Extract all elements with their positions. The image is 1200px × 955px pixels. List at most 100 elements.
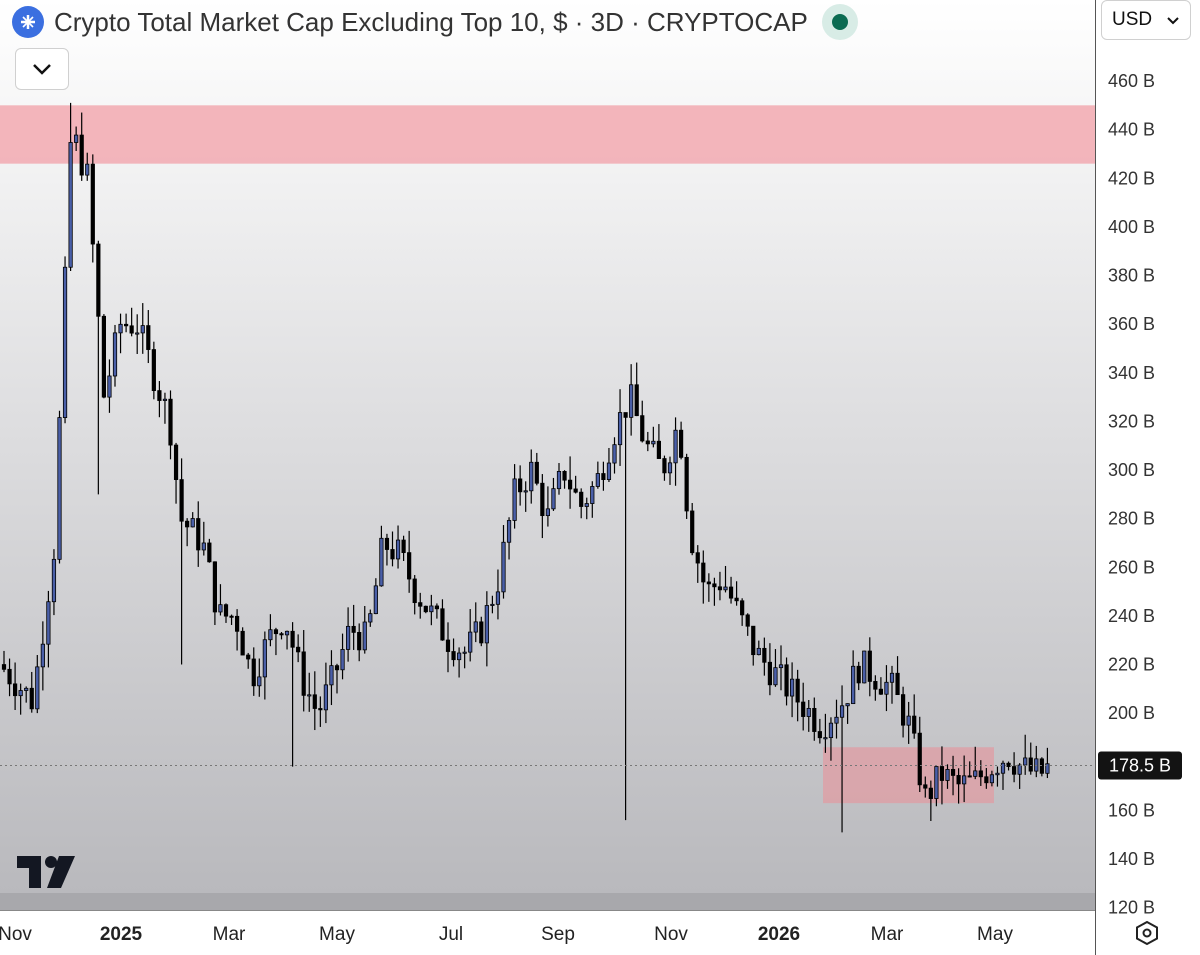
market-status-indicator[interactable]: [821, 4, 858, 40]
candle: [251, 647, 256, 696]
candle: [912, 694, 917, 739]
candle: [895, 656, 900, 696]
candle-body: [690, 510, 695, 554]
candle: [301, 630, 306, 712]
candle: [124, 313, 129, 333]
candle: [806, 700, 811, 732]
candle: [962, 755, 967, 803]
candle: [96, 240, 101, 495]
candle: [362, 605, 367, 654]
candle-body: [484, 605, 489, 644]
currency-selector[interactable]: USD: [1101, 0, 1191, 40]
candle: [717, 571, 723, 601]
candle: [568, 456, 573, 509]
candle-body: [745, 614, 750, 627]
candle: [212, 561, 217, 626]
candle-body: [157, 390, 162, 401]
candle-body: [684, 456, 689, 512]
candle-body: [390, 549, 395, 560]
candle-body: [662, 458, 667, 474]
y-tick-label: 320 B: [1108, 411, 1155, 431]
candle-body: [873, 681, 878, 690]
candle-body: [795, 678, 800, 703]
candle-body: [85, 163, 90, 176]
candle-body: [118, 323, 123, 334]
candle-body: [140, 325, 145, 334]
candle: [1012, 752, 1017, 783]
collapse-legend-button[interactable]: [15, 48, 69, 90]
candle: [851, 650, 856, 705]
candle: [318, 696, 323, 727]
candle-body: [901, 694, 906, 726]
candle: [889, 665, 895, 704]
x-tick-label: May: [319, 924, 355, 945]
x-tick-label: 2025: [100, 924, 143, 945]
candle: [845, 703, 850, 724]
candle-body: [201, 542, 206, 551]
candle: [429, 594, 434, 626]
candle: [35, 655, 40, 714]
candle: [512, 464, 517, 529]
candle-body: [1023, 757, 1028, 766]
y-tick-label: 420 B: [1108, 168, 1155, 188]
candle: [46, 590, 51, 668]
candle-body: [451, 651, 456, 661]
candle-body: [656, 440, 662, 459]
candle: [273, 627, 279, 656]
candle-body: [151, 349, 156, 392]
candle-body: [173, 444, 179, 480]
candle: [12, 662, 18, 711]
candle-body: [989, 774, 995, 784]
candle: [112, 324, 118, 387]
candle: [856, 661, 861, 691]
tradingview-logo[interactable]: [17, 856, 75, 893]
y-tick-label: 440 B: [1108, 120, 1155, 140]
candle: [1006, 761, 1011, 771]
candle: [146, 310, 151, 364]
candle-body: [740, 600, 745, 616]
candle: [973, 746, 978, 780]
candle: [312, 671, 317, 731]
candle-body: [773, 667, 778, 686]
candle: [462, 646, 467, 669]
candle: [778, 645, 784, 691]
candle-body: [7, 668, 12, 685]
candle-body: [323, 684, 329, 711]
candle-body: [512, 478, 517, 521]
settings-hexagon-icon[interactable]: [1134, 920, 1160, 951]
candle: [1028, 742, 1033, 775]
candle-body: [495, 591, 501, 605]
candle: [723, 565, 728, 593]
candle: [90, 154, 95, 263]
candle-body: [196, 518, 201, 551]
candle-body: [234, 615, 240, 632]
candle-body: [101, 315, 106, 398]
candle-body: [57, 417, 62, 560]
candle-body: [412, 578, 417, 604]
candle: [279, 632, 284, 640]
candle-body: [673, 429, 678, 464]
candle: [695, 545, 700, 583]
candle-body: [1045, 763, 1050, 774]
candle-body: [601, 473, 606, 480]
candle-body: [651, 440, 656, 445]
x-tick-label: Mar: [871, 924, 904, 945]
candle: [395, 525, 401, 569]
candle-body: [12, 683, 18, 697]
candle: [590, 481, 595, 518]
candle: [828, 717, 834, 761]
candle: [151, 341, 156, 400]
candle-body: [329, 665, 334, 686]
candle-body: [623, 412, 628, 418]
candle-body: [723, 586, 728, 591]
candle: [440, 599, 445, 641]
candle-body: [179, 479, 184, 522]
candle-body: [523, 490, 528, 493]
candle: [1000, 760, 1006, 790]
candle-body: [634, 384, 639, 417]
candle-body: [695, 552, 700, 564]
candle: [740, 598, 745, 626]
candle-body: [984, 776, 989, 784]
candle-body: [751, 625, 756, 656]
